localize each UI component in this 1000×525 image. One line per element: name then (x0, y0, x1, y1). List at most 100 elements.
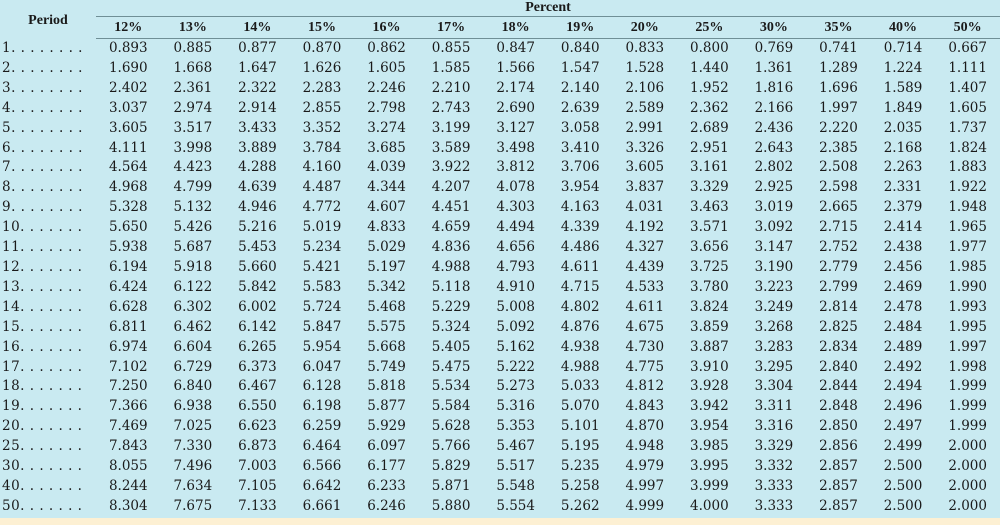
table-cell: 2.362 (690, 99, 729, 116)
rate-column-header: 35% (806, 16, 871, 39)
table-cell: 4.968 (108, 179, 148, 196)
table-cell: 1.407 (948, 79, 987, 96)
table-cell: 2.492 (883, 358, 923, 375)
table-cell: 4.659 (431, 219, 471, 236)
table-cell: 5.222 (496, 358, 535, 375)
table-cell: 4.423 (173, 159, 213, 176)
table-cell: 4.494 (496, 219, 535, 236)
table-cell: 2.385 (819, 139, 858, 156)
rate-header-row: 12% 13% 14% 15% 16% 17% 18% 19% 20% 25% 30% 35% 40% 5… (0, 16, 1000, 39)
table-cell: 1.289 (819, 59, 858, 76)
table-row: 20. . . . . . . 7.469 7.025 6.623 6.259 5.929… (0, 417, 1000, 437)
table-cell: 4.997 (625, 477, 665, 494)
table-cell: 4.078 (496, 179, 535, 196)
table-cell: 2.914 (238, 99, 277, 116)
period-label: 11. . . . . . . (2, 239, 83, 256)
table-cell: 1.528 (625, 59, 665, 76)
table-cell: 3.352 (302, 119, 342, 136)
table-cell: 2.283 (302, 79, 342, 96)
table-cell: 0.714 (883, 40, 923, 56)
table-cell: 7.330 (173, 438, 213, 455)
table-cell: 5.019 (302, 219, 342, 236)
table-cell: 6.424 (108, 278, 148, 295)
table-cell: 6.462 (173, 318, 213, 335)
table-cell: 2.494 (883, 378, 923, 395)
table-cell: 7.469 (108, 418, 148, 435)
table-cell: 6.467 (238, 378, 277, 395)
rate-column-header: 40% (870, 16, 936, 39)
table-cell: 3.223 (754, 278, 794, 295)
percent-group-header: Percent (96, 0, 1000, 17)
table-row: 1. . . . . . . . 0.893 0.885 0.877 0.870 0.86… (0, 39, 1000, 59)
table-cell: 5.453 (238, 239, 277, 256)
table-cell: 2.925 (754, 179, 794, 196)
table-cell: 4.192 (625, 219, 665, 236)
table-cell: 5.092 (496, 318, 535, 335)
table-cell: 5.877 (367, 398, 406, 415)
table-row: 10. . . . . . . 5.650 5.426 5.216 5.019 4.833… (0, 218, 1000, 238)
table-cell: 5.650 (108, 219, 148, 236)
table-cell: 4.812 (625, 378, 665, 395)
table-cell: 1.566 (496, 59, 535, 76)
period-label: 9. . . . . . . . (2, 199, 83, 216)
table-cell: 4.163 (560, 199, 600, 216)
table-row: 2. . . . . . . . 1.690 1.668 1.647 1.626 1.60… (0, 59, 1000, 79)
table-cell: 5.628 (431, 418, 471, 435)
table-cell: 3.127 (496, 119, 535, 136)
table-cell: 1.690 (108, 59, 148, 76)
table-cell: 5.029 (367, 239, 406, 256)
table-cell: 2.834 (819, 338, 858, 355)
table-cell: 2.500 (883, 477, 923, 494)
table-cell: 2.799 (819, 278, 858, 295)
table-cell: 1.948 (948, 199, 987, 216)
table-cell: 4.303 (496, 199, 535, 216)
table-row: 25. . . . . . . 7.843 7.330 6.873 6.464 6.097… (0, 437, 1000, 457)
table-cell: 2.497 (883, 418, 923, 435)
table-cell: 5.517 (496, 458, 535, 475)
table-cell: 4.876 (560, 318, 600, 335)
table-row: 16. . . . . . . 6.974 6.604 6.265 5.954 5.668… (0, 338, 1000, 358)
table-cell: 3.161 (690, 159, 729, 176)
table-cell: 6.194 (108, 258, 148, 275)
table-cell: 3.605 (108, 119, 148, 136)
table-cell: 7.105 (238, 477, 277, 494)
table-cell: 5.818 (367, 378, 406, 395)
table-cell: 2.106 (625, 79, 665, 96)
table-cell: 2.000 (948, 438, 987, 455)
table-cell: 1.922 (948, 179, 987, 196)
table-cell: 5.548 (496, 477, 535, 494)
table-cell: 1.696 (819, 79, 858, 96)
table-cell: 1.440 (690, 59, 729, 76)
table-cell: 5.475 (431, 358, 471, 375)
table-row: 18. . . . . . . 7.250 6.840 6.467 6.128 5.818… (0, 377, 1000, 397)
table-cell: 4.843 (625, 398, 665, 415)
table-cell: 3.333 (754, 497, 794, 514)
table-cell: 3.037 (108, 99, 148, 116)
table-cell: 2.210 (431, 79, 471, 96)
rate-column-header: 30% (741, 16, 807, 39)
table-cell: 2.414 (883, 219, 923, 236)
table-cell: 4.486 (560, 239, 600, 256)
table-cell: 3.058 (560, 119, 600, 136)
table-cell: 5.847 (302, 318, 342, 335)
table-cell: 3.517 (173, 119, 213, 136)
table-cell: 6.047 (302, 358, 342, 375)
table-cell: 3.147 (754, 239, 794, 256)
table-cell: 3.784 (302, 139, 342, 156)
table-cell: 7.843 (108, 438, 148, 455)
table-row: 6. . . . . . . . 4.111 3.998 3.889 3.784 3.68… (0, 139, 1000, 159)
table-cell: 3.316 (754, 418, 794, 435)
table-cell: 4.564 (108, 159, 148, 176)
table-cell: 2.951 (690, 139, 729, 156)
table-cell: 3.605 (625, 159, 665, 176)
table-cell: 4.802 (560, 298, 600, 315)
table-cell: 3.333 (754, 477, 794, 494)
table-cell: 3.283 (754, 338, 794, 355)
table-cell: 6.097 (367, 438, 406, 455)
table-cell: 2.857 (819, 497, 858, 514)
table-cell: 4.439 (625, 258, 665, 275)
table-row: 3. . . . . . . . 2.402 2.361 2.322 2.283 2.24… (0, 79, 1000, 99)
table-cell: 3.922 (431, 159, 471, 176)
table-cell: 7.250 (108, 378, 148, 395)
table-cell: 0.855 (431, 40, 471, 56)
